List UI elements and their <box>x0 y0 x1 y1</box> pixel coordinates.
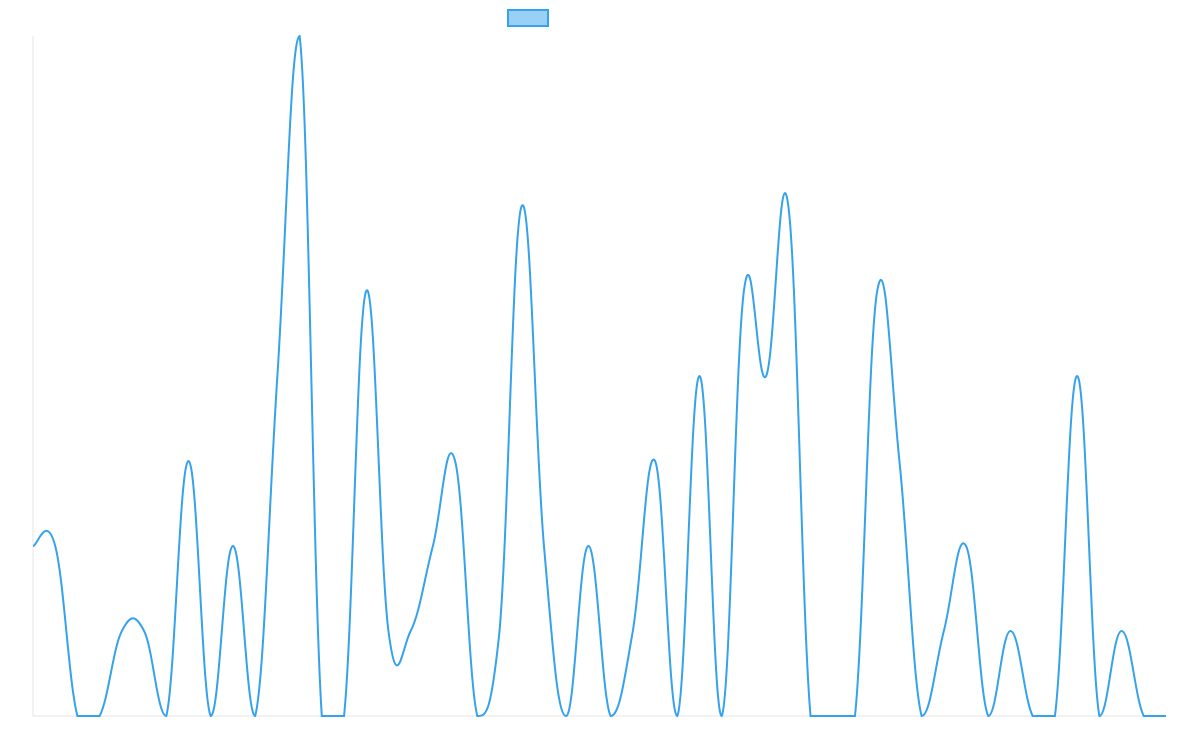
legend-swatch <box>507 9 549 27</box>
line <box>32 34 1166 718</box>
legend <box>507 9 549 27</box>
